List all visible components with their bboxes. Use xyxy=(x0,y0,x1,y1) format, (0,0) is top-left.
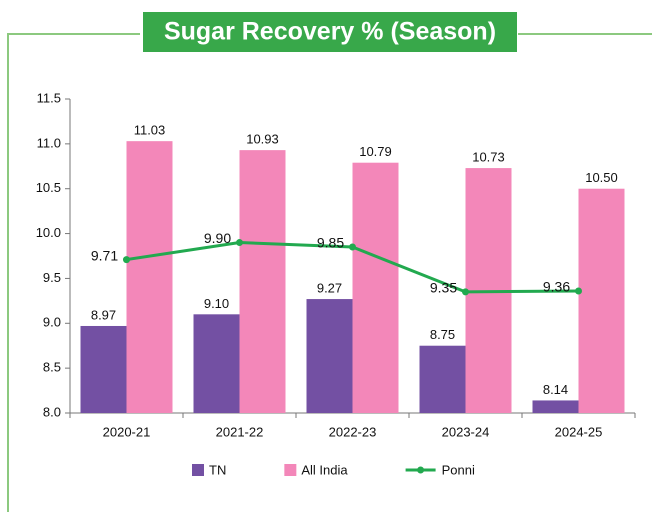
line-label: 9.85 xyxy=(317,235,344,251)
bar-label: 10.73 xyxy=(472,150,505,165)
bar xyxy=(419,345,466,413)
legend-swatch xyxy=(284,464,297,476)
line-point xyxy=(123,256,130,264)
legend-marker xyxy=(417,466,425,474)
bar xyxy=(193,314,240,413)
legend-label: All India xyxy=(301,462,348,477)
y-tick-label: 10.0 xyxy=(36,225,61,240)
title-box xyxy=(143,12,517,52)
bar xyxy=(306,299,353,413)
bar xyxy=(578,188,625,413)
bar-label: 10.79 xyxy=(359,144,392,159)
bar xyxy=(239,150,286,413)
chart-title: Sugar Recovery % (Season) xyxy=(164,18,496,46)
legend-label: TN xyxy=(209,462,226,477)
frame xyxy=(7,33,652,512)
y-tick-label: 11.5 xyxy=(37,90,61,105)
x-tick-label: 2021-22 xyxy=(216,424,264,439)
bar xyxy=(80,325,127,413)
line-point xyxy=(349,243,356,251)
x-tick-label: 2022-23 xyxy=(329,424,377,439)
bar-label: 8.14 xyxy=(543,382,568,397)
line-point xyxy=(462,288,469,296)
y-tick-label: 9.0 xyxy=(43,315,61,330)
y-tick-label: 8.5 xyxy=(43,360,61,375)
bar-label: 10.93 xyxy=(246,132,279,147)
bar-label: 8.75 xyxy=(430,327,455,342)
y-tick-label: 11.0 xyxy=(37,135,61,150)
line-point xyxy=(575,287,582,295)
line-label: 9.36 xyxy=(543,279,570,295)
bar-label: 9.10 xyxy=(204,296,229,311)
line-point xyxy=(236,239,243,247)
line-label: 9.35 xyxy=(430,280,457,296)
legend-label: Ponni xyxy=(442,462,475,477)
x-tick-label: 2023-24 xyxy=(442,424,490,439)
bar xyxy=(126,141,173,413)
y-tick-label: 10.5 xyxy=(36,180,61,195)
bar-label: 11.03 xyxy=(134,123,166,138)
bar xyxy=(352,162,399,413)
line-label: 9.90 xyxy=(204,230,231,246)
x-tick-label: 2024-25 xyxy=(555,424,603,439)
y-tick-label: 9.5 xyxy=(43,270,61,285)
bar xyxy=(532,400,579,413)
bar-label: 10.50 xyxy=(585,170,618,185)
bar-label: 8.97 xyxy=(91,307,116,322)
bar-label: 9.27 xyxy=(317,281,342,296)
y-tick-label: 8.0 xyxy=(43,404,61,419)
legend-swatch xyxy=(192,464,204,476)
line-label: 9.71 xyxy=(91,247,118,263)
x-tick-label: 2020-21 xyxy=(103,424,151,439)
